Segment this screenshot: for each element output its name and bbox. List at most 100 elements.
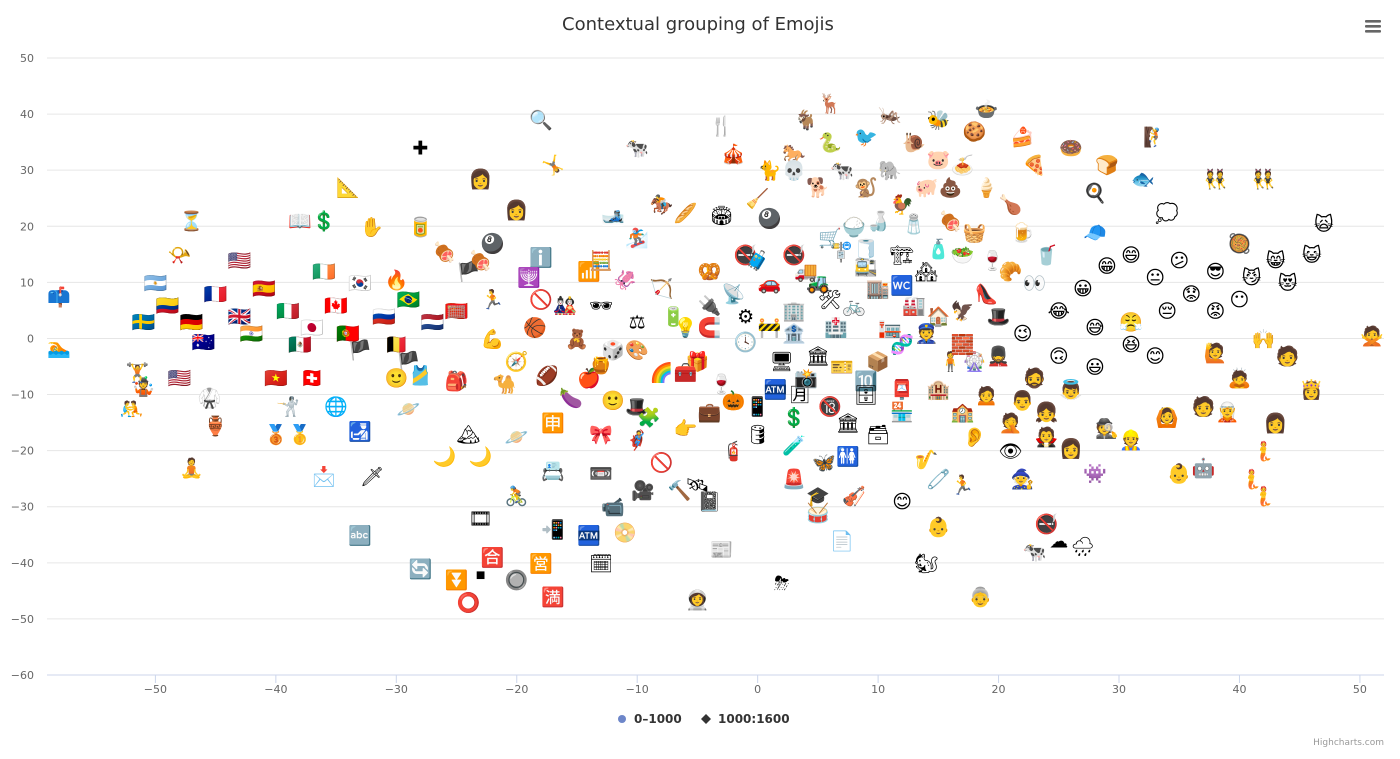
data-point[interactable]: 🐄 (1023, 542, 1047, 564)
data-point[interactable]: 🏬 (866, 278, 890, 300)
data-point[interactable]: 🧗 (1143, 126, 1167, 149)
data-point[interactable]: 🛢 (746, 424, 770, 446)
data-point[interactable]: 👼 (1059, 378, 1083, 401)
data-point[interactable]: 😔 (1157, 300, 1177, 322)
data-point[interactable]: 📯 (168, 244, 192, 266)
data-point[interactable]: ☁ (1049, 530, 1068, 552)
data-point[interactable]: 🧙 (1011, 468, 1035, 491)
data-point[interactable]: 🧔 (1023, 367, 1047, 390)
data-point[interactable]: 🥋 (198, 386, 222, 409)
data-point[interactable]: 🍖 (469, 249, 493, 273)
data-point[interactable]: 🍴 (710, 114, 734, 137)
data-point[interactable]: 🗡 (360, 466, 384, 488)
data-point[interactable]: 🍺 (1011, 221, 1035, 244)
data-point[interactable]: 🎎 (553, 295, 577, 317)
data-point[interactable]: 😐 (1145, 267, 1165, 289)
data-point[interactable]: 🧜 (1252, 440, 1276, 463)
data-point[interactable]: 💂 (987, 344, 1011, 367)
data-point[interactable]: 🏫 (951, 401, 975, 423)
data-point[interactable]: 🇦🇺 (192, 330, 216, 353)
data-point[interactable]: 😻 (1278, 272, 1298, 294)
data-point[interactable]: 🏴 (397, 350, 421, 373)
data-point[interactable]: 🚴 (505, 485, 529, 508)
data-point[interactable]: 🎿 (601, 205, 625, 227)
data-point[interactable]: 🥖 (674, 201, 698, 224)
data-point[interactable]: 📦 (866, 350, 890, 373)
data-point[interactable]: 🕓 (734, 330, 758, 353)
data-point[interactable]: 🍲 (975, 98, 999, 120)
data-point[interactable]: 👯 (1252, 168, 1276, 191)
data-point[interactable]: 💼 (698, 401, 722, 423)
data-point[interactable]: 🧳 (746, 249, 770, 272)
data-point[interactable]: 📰 (710, 539, 734, 561)
data-point[interactable]: 🛒 (818, 226, 842, 249)
data-point[interactable]: 🇲🇽 (288, 334, 312, 356)
data-point[interactable]: 😉 (1013, 323, 1033, 345)
data-point[interactable]: 🇺🇸 (168, 368, 192, 390)
data-point[interactable]: 🇪🇸 (252, 278, 276, 300)
data-point[interactable]: 🗄 (854, 385, 878, 407)
data-point[interactable]: 👉 (674, 418, 698, 440)
data-point[interactable]: 🙋 (1204, 341, 1228, 364)
data-point[interactable]: 🎃 (722, 389, 746, 412)
data-point[interactable]: 🚭 (1035, 513, 1059, 536)
data-point[interactable]: 💪 (481, 327, 505, 350)
data-point[interactable]: 🏪 (890, 400, 914, 423)
data-point[interactable]: 🤼 (119, 399, 143, 421)
data-point[interactable]: ⏹ (476, 564, 486, 586)
data-point[interactable]: 😺 (1302, 244, 1322, 266)
data-point[interactable]: 🚫 (529, 288, 553, 311)
data-point[interactable]: 🎪 (722, 142, 746, 165)
data-point[interactable]: 🈷 (790, 385, 809, 407)
data-point[interactable]: 🔟 (854, 370, 878, 393)
data-point[interactable]: 🇳🇱 (421, 312, 445, 334)
data-point[interactable]: ⏳ (180, 210, 204, 233)
data-point[interactable]: 🚜 (806, 272, 830, 294)
data-point[interactable]: 🍗 (999, 193, 1023, 216)
data-point[interactable]: 💡 (674, 316, 698, 339)
data-point[interactable]: 🏂 (625, 226, 649, 249)
data-point[interactable]: 👯 (1204, 168, 1228, 191)
data-point[interactable]: 📀 (613, 521, 637, 544)
data-point[interactable]: 🙀 (1314, 213, 1334, 235)
data-point[interactable]: 🈴 (481, 546, 505, 569)
data-point[interactable]: 🗓 (589, 553, 613, 575)
data-point[interactable]: 🚉 (854, 255, 878, 278)
data-point[interactable]: 🏧 (577, 524, 601, 547)
data-point[interactable]: 🐐 (794, 109, 818, 132)
data-point[interactable]: 👮 (914, 322, 938, 345)
data-point[interactable]: 🕶 (589, 295, 613, 317)
data-point[interactable]: 🙌 (1252, 328, 1276, 350)
data-point[interactable]: 🍷 (710, 372, 734, 395)
data-point[interactable]: 🎱 (758, 206, 782, 230)
data-point[interactable]: 🔍 (529, 108, 553, 132)
data-point[interactable]: 🙆 (1155, 406, 1179, 429)
data-point[interactable]: 🚏 (830, 241, 854, 264)
data-point[interactable]: 🦸 (625, 428, 649, 451)
data-point[interactable]: 🐒 (854, 176, 878, 199)
data-point[interactable]: 🎻 (842, 485, 866, 508)
data-point[interactable]: 🇨🇳 (445, 300, 469, 322)
data-point[interactable]: 🈸 (541, 412, 565, 435)
data-point[interactable]: 💲 (782, 406, 806, 429)
data-point[interactable]: 📡 (722, 282, 746, 306)
data-point[interactable]: 🥨 (698, 261, 722, 283)
data-point[interactable]: 💀 (782, 159, 806, 182)
data-point[interactable]: 🐕 (806, 176, 830, 199)
data-point[interactable]: 🧛 (1035, 426, 1059, 449)
data-point[interactable]: 🙇 (1228, 367, 1252, 390)
data-point[interactable]: 🇺🇸 (228, 250, 252, 272)
data-point[interactable]: 🏇 (649, 194, 673, 216)
data-point[interactable]: 🐖 (914, 177, 938, 199)
data-point[interactable]: 🤖 (1191, 456, 1215, 479)
data-point[interactable]: 😆 (1121, 334, 1141, 356)
data-point[interactable]: 🧺 (963, 222, 987, 244)
data-point[interactable]: 🚫 (649, 451, 673, 474)
data-point[interactable]: 📸 (794, 368, 818, 390)
data-point[interactable]: 🤹 (132, 375, 156, 398)
legend-item-1[interactable]: 1000:1600 (701, 712, 790, 726)
data-point[interactable]: 🧍 (939, 350, 963, 373)
data-point[interactable]: 🤺 (276, 395, 300, 418)
data-point[interactable]: 🗃 (866, 424, 890, 446)
data-point[interactable]: 🐝 (926, 110, 950, 132)
